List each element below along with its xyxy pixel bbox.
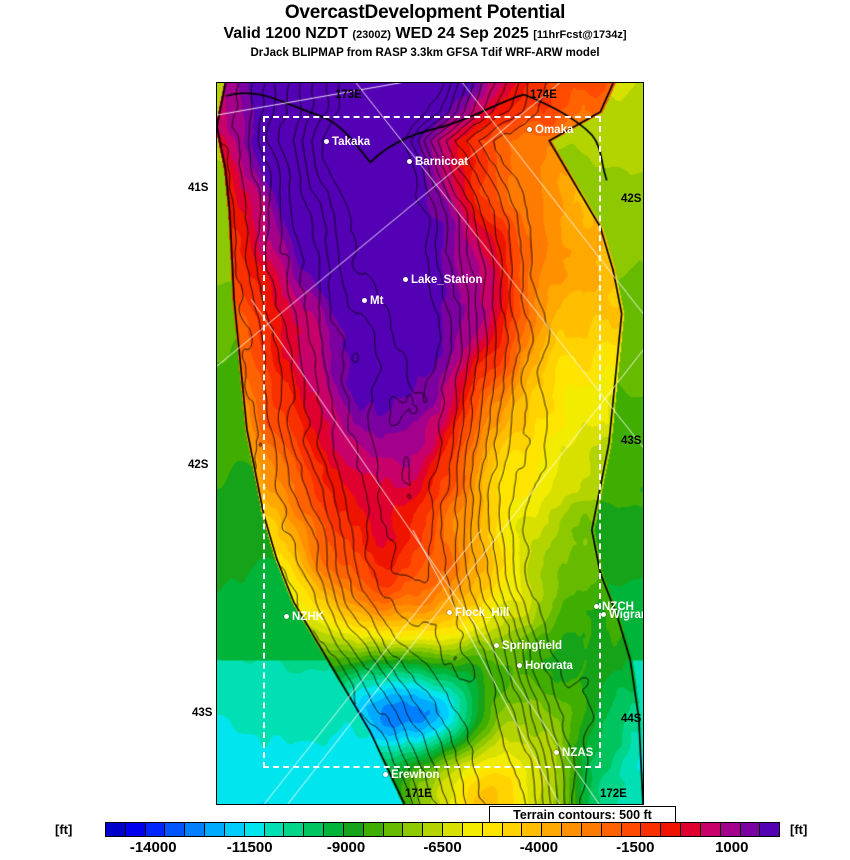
colorbar-tick: -11500	[226, 839, 273, 856]
colorbar-segment	[641, 823, 662, 836]
colorbar-segment	[760, 823, 780, 836]
colorbar-tick-labels: -14000 -11500 -9000 -6500 -4000 -1500 1000	[0, 839, 850, 859]
forecast-map[interactable]: 173E 174E 42S 43S 44S 171E 172E Takaka Barnicoat…	[216, 82, 644, 805]
colorbar-segment	[125, 823, 146, 836]
graticule-label: 42S	[188, 459, 209, 471]
colorbar-segment	[601, 823, 622, 836]
valid-local-time: Valid 1200 NZDT	[223, 25, 348, 42]
colorbar-segment	[740, 823, 761, 836]
colorbar-unit-left: [ft]	[55, 822, 73, 837]
colorbar-segment	[720, 823, 741, 836]
colorbar-tick: -14000	[129, 839, 177, 856]
colorbar-tick: -6500	[423, 839, 462, 856]
colorbar-tick: -4000	[519, 839, 559, 856]
colorbar-segment	[324, 823, 344, 836]
graticule-label: 172E	[600, 788, 627, 800]
colorbar-segment	[264, 823, 285, 836]
valid-time-line: Valid 1200 NZDT (2300Z) WED 24 Sep 2025 …	[0, 24, 850, 45]
colorbar-tick: -9000	[326, 839, 366, 856]
colorbar-tick: 1000	[715, 839, 749, 856]
graticule-label: 43S	[192, 707, 213, 719]
model-source-line: DrJack BLIPMAP from RASP 3.3km GFSA Tdif…	[250, 47, 600, 59]
colorbar-segment	[284, 823, 305, 836]
graticule-label: 42S	[621, 193, 642, 205]
colorbar-segment	[165, 823, 186, 836]
colorbar-segment	[363, 823, 384, 836]
graticule-label: 41S	[188, 182, 209, 194]
colorbar-segment	[106, 823, 126, 836]
colorbar-segment	[681, 823, 701, 836]
colorbar-segment	[304, 823, 325, 836]
graticule-label: 43S	[621, 435, 642, 447]
forecast-hour-tag: [11hrFcst@1734z]	[533, 29, 627, 41]
colorbar-segment	[224, 823, 245, 836]
colorbar-segment	[185, 823, 206, 836]
colorbar-segment	[581, 823, 602, 836]
colorbar-segment	[145, 823, 166, 836]
colorbar-unit-right: [ft]	[790, 822, 808, 837]
colorbar-segment	[700, 823, 721, 836]
colorbar-segment	[383, 823, 404, 836]
colorbar-segment	[244, 823, 265, 836]
colorbar-segment	[462, 823, 483, 836]
colorbar-segment	[542, 823, 563, 836]
colorbar-segment	[423, 823, 444, 836]
map-raster	[217, 83, 643, 804]
graticule-label: 173E	[335, 89, 362, 101]
colorbar-segment	[502, 823, 523, 836]
graticule-label: 174E	[530, 89, 557, 101]
graticule-label: 171E	[405, 788, 432, 800]
terrain-contour-legend: Terrain contours: 500 ft	[489, 806, 676, 825]
colorbar-segment	[621, 823, 642, 836]
colorbar-legend: [ft] [ft] -14000 -11500 -9000 -6500 -4000 -15…	[0, 820, 850, 860]
colorbar-segment	[661, 823, 682, 836]
colorbar-segment	[205, 823, 225, 836]
colorbar-segment	[403, 823, 424, 836]
colorbar-segment	[482, 823, 503, 836]
colorbar-gradient	[105, 822, 780, 837]
title-block: OvercastDevelopment Potential Valid 1200…	[0, 2, 850, 61]
page-title: OvercastDevelopment Potential	[284, 2, 566, 23]
valid-utc-time: (2300Z)	[352, 29, 391, 41]
colorbar-segment	[522, 823, 543, 836]
colorbar-tick: -1500	[616, 839, 655, 856]
subdomain-boundary-box	[263, 116, 601, 768]
colorbar-segment	[562, 823, 582, 836]
colorbar-segment	[443, 823, 463, 836]
valid-date: WED 24 Sep 2025	[395, 25, 529, 42]
graticule-label: 44S	[621, 713, 642, 725]
colorbar-segment	[343, 823, 364, 836]
